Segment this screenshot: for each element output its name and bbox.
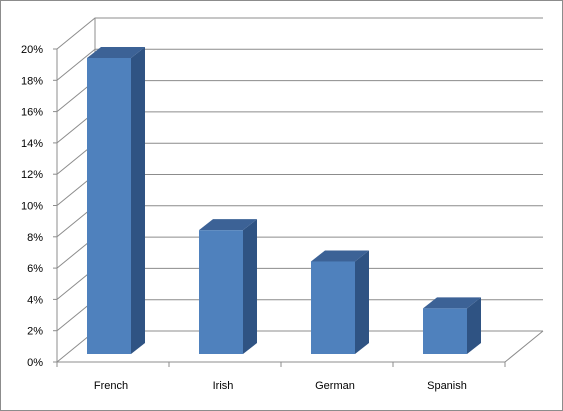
y-tick-label: 4%	[27, 294, 43, 306]
bar-irish	[199, 219, 257, 354]
gridline	[56, 48, 543, 81]
bar-spanish	[423, 297, 481, 354]
bar-side	[467, 297, 481, 354]
bar-front	[199, 230, 243, 354]
bar-front	[87, 58, 131, 354]
bars	[87, 47, 481, 354]
bar-top	[311, 250, 369, 262]
x-tick-label: French	[94, 380, 128, 392]
bar-side	[131, 47, 145, 354]
y-tick-label: 8%	[27, 232, 43, 244]
bar-front	[311, 261, 355, 354]
y-tick-label: 2%	[27, 326, 43, 338]
x-tick-label: Spanish	[427, 380, 467, 392]
bar-top	[199, 219, 257, 231]
bar-german	[311, 250, 369, 354]
y-tick-label: 20%	[21, 44, 43, 56]
y-axis: 0% 2% 4% 6% 8% 10% 12% 14% 16% 18% 20%	[21, 44, 58, 369]
y-tick-label: 18%	[21, 75, 43, 87]
gridline	[56, 17, 543, 50]
y-tick-label: 6%	[27, 263, 43, 275]
y-tick-label: 12%	[21, 169, 43, 181]
x-tick-label: German	[315, 380, 355, 392]
bar-front	[423, 308, 467, 354]
bar-side	[355, 250, 369, 354]
bar-top	[423, 297, 481, 309]
bar-french	[87, 47, 145, 354]
bar-top	[87, 47, 145, 58]
y-tick-label: 14%	[21, 138, 43, 150]
category-axis: French Irish German Spanish	[56, 362, 506, 392]
y-tick-label: 10%	[21, 201, 43, 213]
y-tick-label: 16%	[21, 107, 43, 119]
x-tick-label: Irish	[213, 380, 234, 392]
bar-side	[243, 219, 257, 354]
y-tick-label: 0%	[27, 357, 43, 369]
